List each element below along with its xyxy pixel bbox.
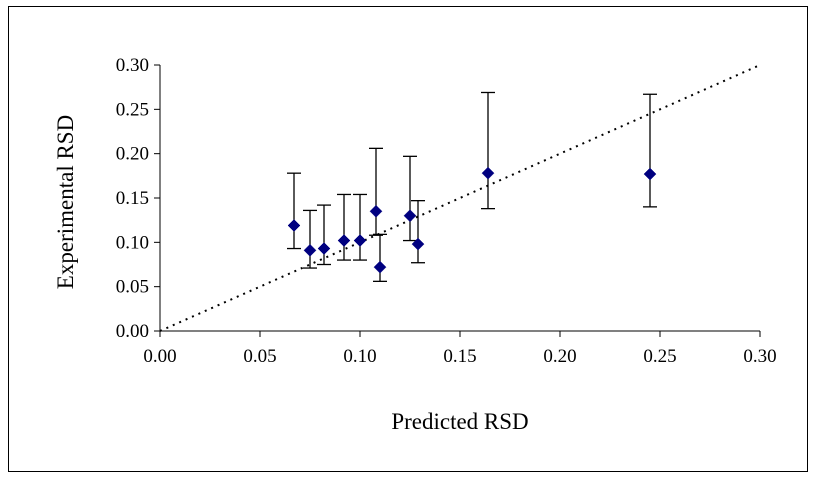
data-point (287, 219, 301, 232)
data-point (373, 260, 387, 274)
y-tick-label: 0.15 (116, 188, 149, 209)
data-point (369, 204, 383, 218)
data-point (403, 209, 417, 223)
data-point (481, 166, 495, 180)
y-tick-label: 0.30 (116, 55, 149, 76)
x-tick-label: 0.15 (443, 346, 476, 367)
y-tick-label: 0.20 (116, 144, 149, 165)
reference-line (159, 64, 761, 332)
error-bar (317, 204, 331, 266)
error-bar (287, 172, 301, 250)
data-point (317, 242, 331, 255)
error-bar (411, 200, 425, 264)
error-bar (337, 193, 351, 261)
x-tick-label: 0.20 (543, 346, 576, 367)
x-tick-label: 0.00 (143, 346, 176, 367)
error-bar (303, 209, 317, 269)
error-bar (369, 147, 383, 236)
data-point (353, 234, 367, 247)
x-tick-label: 0.10 (343, 346, 376, 367)
data-point (337, 234, 351, 247)
error-bar (353, 193, 367, 261)
data-point (643, 167, 657, 181)
chart-frame: 0.00 0.05 0.10 0.15 0.20 0.25 0.30 0.00 0.05 0.10… (8, 6, 808, 472)
x-tick-label: 0.05 (243, 346, 276, 367)
data-point (303, 243, 317, 257)
error-bar (403, 155, 417, 242)
y-tick-label: 0.10 (116, 232, 149, 253)
x-tick-label: 0.30 (743, 346, 776, 367)
data-point (411, 237, 425, 251)
x-tick-label: 0.25 (643, 346, 676, 367)
error-bar (481, 91, 495, 210)
x-axis-title: Predicted RSD (391, 409, 528, 434)
y-axis-title: Experimental RSD (53, 115, 78, 289)
y-tick-label: 0.05 (116, 277, 149, 298)
error-bar (373, 233, 387, 282)
y-tick-label: 0.00 (116, 321, 149, 342)
y-tick-label: 0.25 (116, 99, 149, 120)
scatter-chart: 0.00 0.05 0.10 0.15 0.20 0.25 0.30 0.00 0.05 0.10… (53, 55, 777, 434)
error-bar (643, 93, 657, 208)
